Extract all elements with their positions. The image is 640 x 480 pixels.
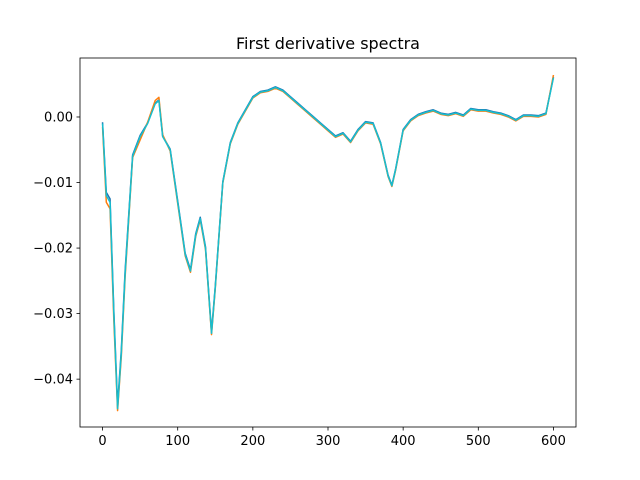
- x-tick-label: 500: [466, 434, 491, 449]
- y-tick-label: −0.04: [33, 373, 73, 388]
- y-tick-label: −0.02: [33, 242, 73, 257]
- chart-title: First derivative spectra: [236, 34, 420, 53]
- x-tick-label: 100: [165, 434, 190, 449]
- x-tick-label: 300: [316, 434, 341, 449]
- x-tick-label: 400: [391, 434, 416, 449]
- x-tick-label: 200: [240, 434, 265, 449]
- y-tick-label: −0.03: [33, 307, 73, 322]
- x-tick-label: 0: [98, 434, 106, 449]
- y-tick-label: −0.01: [33, 176, 73, 191]
- y-tick-label: 0.00: [44, 110, 73, 125]
- spectrum-line: [101, 77, 555, 410]
- x-tick-label: 600: [541, 434, 566, 449]
